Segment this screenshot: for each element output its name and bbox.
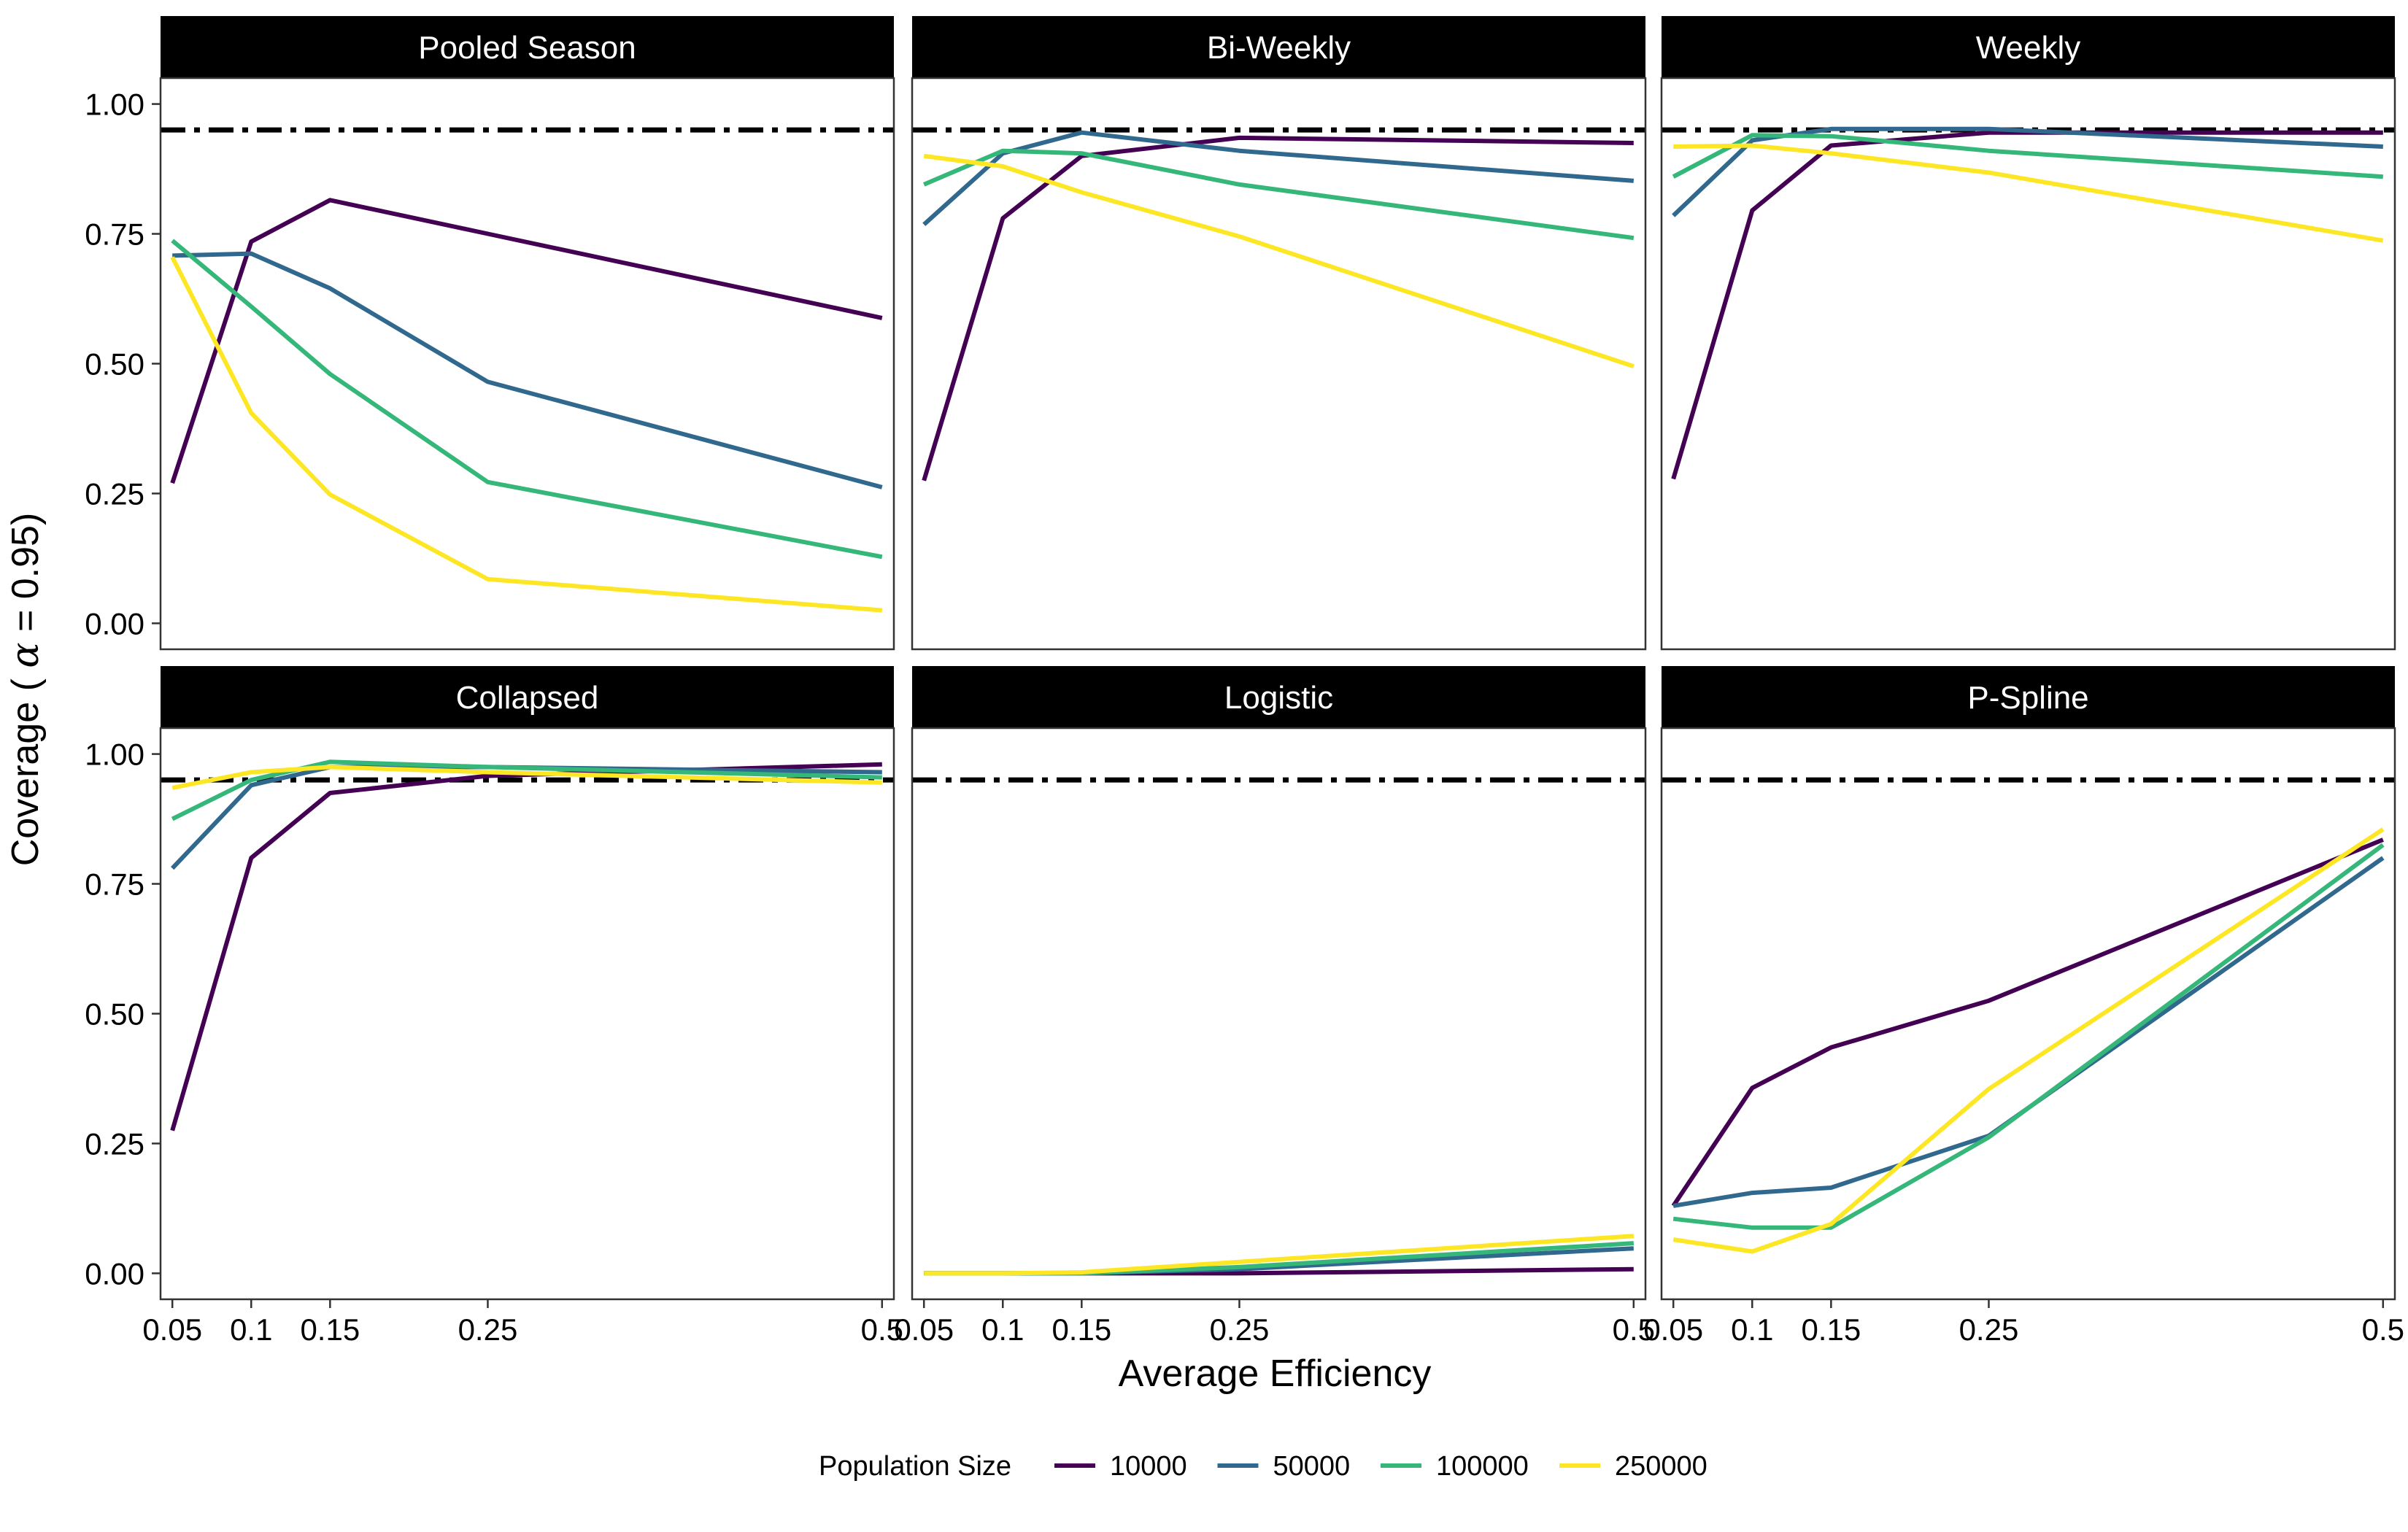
series-line-250000 (171, 765, 882, 790)
y-axis-title-suffix: = 0.95) (4, 513, 47, 643)
panel-border (911, 77, 1647, 651)
x-tick-label: 0.05 (142, 1312, 202, 1347)
y-tick-label: 0.25 (85, 1126, 144, 1161)
series-line-50000 (1672, 856, 2385, 1208)
x-tick-label: 0.25 (1959, 1312, 2019, 1347)
panel-title: Bi-Weekly (1207, 30, 1351, 66)
y-axis-title: Coverage ( α = 0.95) (4, 513, 47, 867)
series-line-50000 (172, 251, 883, 490)
series-line-10000 (1671, 130, 2383, 480)
x-tick-label: 0.1 (230, 1312, 272, 1347)
x-tick-label: 0.25 (458, 1312, 518, 1347)
panel-strip (1662, 666, 2395, 728)
legend-label-50000: 50000 (1273, 1451, 1351, 1482)
x-tick-label: 0.15 (300, 1312, 360, 1347)
panel-background (912, 78, 1645, 649)
panel-strip (161, 16, 894, 78)
x-tick-label: 0.5 (1613, 1312, 1655, 1347)
panel-6: P-Spline 0.05 0.1 0.15 0.25 0.5 (1643, 666, 2404, 1347)
panel-strip (912, 666, 1645, 728)
series-line-250000 (923, 153, 1635, 368)
series-line-100000 (1672, 843, 2385, 1230)
legend-label-100000: 100000 (1436, 1451, 1529, 1482)
panel-2: Bi-Weekly (911, 16, 1647, 651)
panel-strip (1662, 16, 2395, 78)
x-axis-title: Average Efficiency (1119, 1353, 1432, 1395)
y-tick-label: 1.00 (85, 738, 144, 772)
panel-background (161, 78, 894, 649)
x-tick-label: 0.15 (1051, 1312, 1111, 1347)
series-line-100000 (171, 759, 882, 821)
series-line-50000 (922, 130, 1635, 226)
panel-4: Collapsed 0.00 0.25 0.50 0.75 1.00 0.05 0.1 0.15… (85, 666, 903, 1347)
x-tick-label: 0.15 (1801, 1312, 1861, 1347)
legend: Population Size 10000 50000 100000 250000 (819, 1451, 1707, 1482)
series-line-250000 (170, 256, 883, 613)
panel-background (161, 728, 894, 1299)
panel-title: P-Spline (1967, 680, 2088, 716)
y-tick-label: 0.25 (85, 476, 144, 511)
panel-5: Logistic 0.05 0.1 0.15 0.25 0.5 (894, 666, 1655, 1347)
panel-border (911, 727, 1647, 1301)
x-tick-label: 0.25 (1210, 1312, 1270, 1347)
panel-title: Collapsed (456, 680, 599, 716)
y-tick-label: 0.00 (85, 1256, 144, 1291)
legend-label-10000: 10000 (1110, 1451, 1187, 1482)
facet-panels: Pooled Season 0.00 0.25 0.50 0.75 1.00 Bi-Week… (85, 16, 2404, 1347)
panel-background (912, 728, 1645, 1299)
series-line-250000 (1673, 143, 2384, 243)
y-tick-label: 0.75 (85, 867, 144, 902)
series-line-100000 (171, 239, 883, 560)
x-tick-label: 0.5 (861, 1312, 903, 1347)
series-line-250000 (1672, 827, 2385, 1254)
legend-label-250000: 250000 (1615, 1451, 1707, 1482)
panel-1: Pooled Season 0.00 0.25 0.50 0.75 1.00 (85, 16, 895, 651)
y-tick-label: 0.75 (85, 217, 144, 252)
panel-strip (161, 666, 894, 728)
x-tick-label: 0.1 (981, 1312, 1024, 1347)
x-tick-label: 0.5 (2362, 1312, 2404, 1347)
y-tick-label: 1.00 (85, 88, 144, 122)
panel-border (1660, 727, 2396, 1301)
panel-border (1660, 77, 2396, 651)
panel-title: Weekly (1976, 30, 2080, 66)
x-tick-label: 0.05 (1643, 1312, 1703, 1347)
series-line-250000 (924, 1234, 1634, 1276)
x-tick-label: 0.05 (894, 1312, 954, 1347)
x-tick-label: 0.1 (1731, 1312, 1773, 1347)
panel-3: Weekly (1660, 16, 2396, 651)
y-tick-label: 0.50 (85, 997, 144, 1032)
series-line-10000 (170, 198, 883, 484)
panel-strip (912, 16, 1645, 78)
legend-title: Population Size (819, 1451, 1011, 1482)
y-tick-label: 0.00 (85, 606, 144, 641)
y-axis-title-prefix: Coverage ( (4, 668, 47, 867)
panel-background (1662, 728, 2395, 1299)
series-line-10000 (1671, 837, 2384, 1207)
series-line-10000 (922, 135, 1634, 481)
series-line-100000 (1672, 133, 2383, 179)
y-tick-label: 0.50 (85, 347, 144, 382)
panel-title: Pooled Season (418, 30, 636, 66)
series-line-50000 (1672, 126, 2383, 217)
panel-title: Logistic (1224, 680, 1333, 716)
panel-background (1662, 78, 2395, 649)
y-axis-title-alpha-symbol: α (4, 642, 47, 668)
